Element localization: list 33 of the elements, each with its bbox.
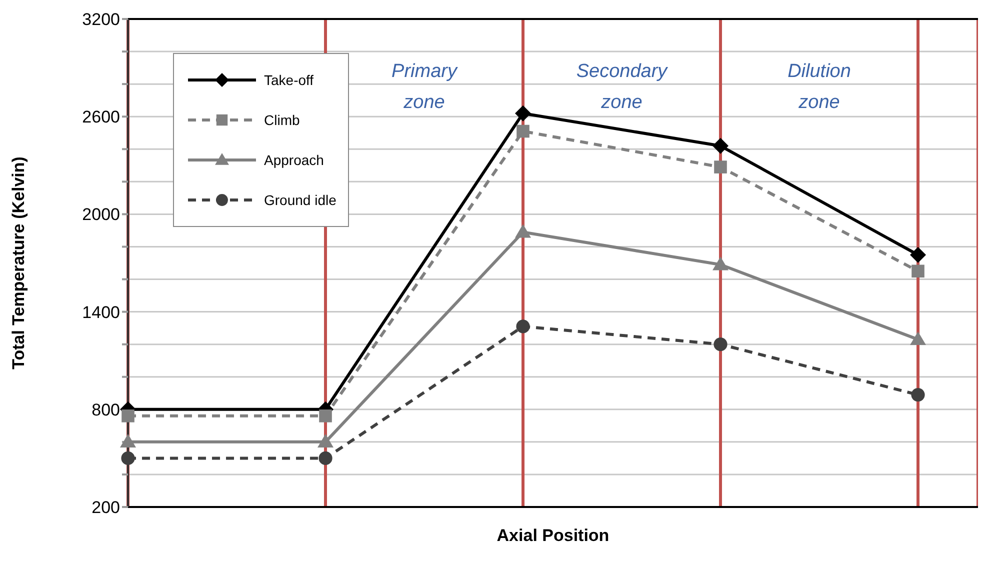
legend-label: Climb bbox=[264, 112, 300, 128]
point bbox=[712, 256, 728, 270]
x-axis-title: Axial Position bbox=[496, 526, 610, 545]
annotation: Primary zone bbox=[392, 61, 458, 113]
point bbox=[319, 410, 332, 422]
y-tick-label: 800 bbox=[92, 400, 120, 420]
y-axis-title: Total Temperature (Kelvin) bbox=[9, 156, 28, 370]
legend-label: Take-off bbox=[264, 72, 314, 88]
point bbox=[712, 138, 728, 154]
point bbox=[911, 388, 925, 402]
y-tick-label: 1400 bbox=[82, 302, 120, 322]
y-tick-label: 200 bbox=[92, 498, 120, 518]
point bbox=[122, 410, 134, 422]
annotation: Dilution zone bbox=[788, 61, 851, 113]
point bbox=[120, 434, 136, 448]
point bbox=[714, 338, 728, 352]
point bbox=[516, 320, 530, 334]
point bbox=[515, 105, 531, 122]
point bbox=[318, 434, 334, 448]
point bbox=[714, 160, 727, 174]
point bbox=[910, 246, 926, 263]
point bbox=[910, 331, 926, 346]
y-tick-label: 3200 bbox=[82, 10, 120, 30]
legend-label: Approach bbox=[264, 152, 324, 168]
point bbox=[318, 451, 332, 465]
y-tick-label: 2600 bbox=[82, 108, 120, 127]
y-tick-label: 2000 bbox=[82, 205, 120, 224]
point bbox=[912, 264, 924, 278]
annotation: Secondary zone bbox=[576, 61, 669, 113]
point bbox=[516, 124, 530, 138]
point bbox=[121, 451, 135, 465]
point bbox=[515, 224, 531, 238]
legend-label: Ground idle bbox=[264, 192, 336, 208]
